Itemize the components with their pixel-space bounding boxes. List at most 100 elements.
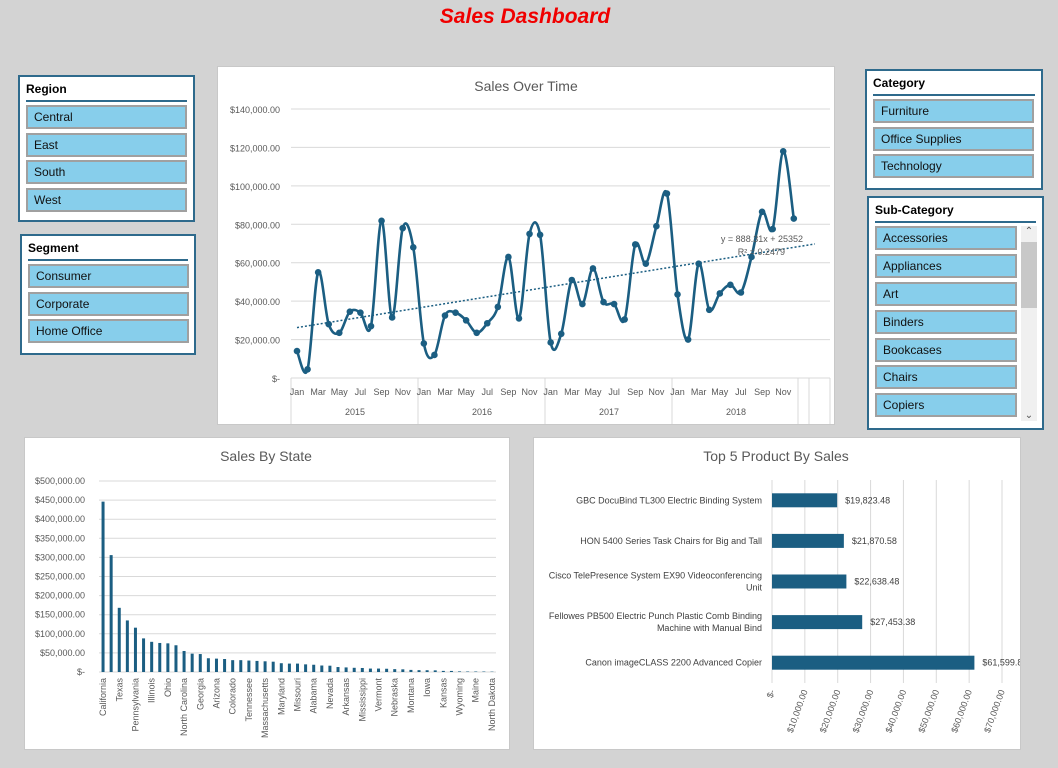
data-point (684, 336, 692, 343)
month-label: Nov (522, 387, 539, 397)
y-tick-label: $120,000.00 (230, 143, 280, 153)
month-label: Jan (290, 387, 305, 397)
data-label: $22,638.48 (854, 577, 899, 587)
slicer-item-bookcases[interactable]: Bookcases (875, 338, 1017, 362)
scrollbar[interactable]: ⌃ ⌄ (1021, 226, 1037, 421)
data-point (335, 329, 343, 337)
slicer-item-appliances[interactable]: Appliances (875, 254, 1017, 278)
slicer-item-home-office[interactable]: Home Office (28, 319, 189, 343)
divider (26, 100, 187, 102)
state-bar (449, 670, 453, 672)
dashboard-title: Sales Dashboard (439, 5, 611, 28)
category-slicer-title: Category (873, 76, 926, 90)
month-label: Jul (735, 387, 747, 397)
slicer-item-office-supplies[interactable]: Office Supplies (873, 127, 1034, 151)
data-point (536, 231, 544, 239)
trendline (296, 243, 816, 329)
slicer-item-east[interactable]: East (26, 133, 187, 157)
chart-title: Top 5 Product By Sales (703, 448, 849, 464)
product-label: GBC DocuBind TL300 Electric Binding Syst… (576, 495, 762, 505)
y-tick-label: $50,000.00 (40, 648, 85, 658)
month-label: Sep (500, 387, 516, 397)
data-point (409, 244, 417, 251)
product-label: Cisco TelePresence System EX90 Videoconf… (549, 571, 762, 581)
sales-by-state-chart: Sales By State $- $50,000.00 $100,000.00 $1… (24, 437, 510, 750)
state-bar (425, 670, 429, 672)
state-label: Arkansas (341, 678, 351, 716)
state-bar (458, 671, 462, 672)
month-label: Jan (543, 387, 558, 397)
sales-over-time-chart: Sales Over Time $- $20,000.00 $40,000.00 $6… (217, 66, 835, 425)
year-label: 2015 (345, 407, 365, 417)
month-label: Nov (775, 387, 792, 397)
data-point (579, 300, 586, 308)
state-label: Maine (471, 678, 481, 703)
data-point (314, 269, 322, 276)
state-bar (360, 667, 364, 672)
data-label: $27,453.38 (870, 617, 915, 627)
state-bar (158, 642, 162, 672)
x-tick-label: $50,000.00 (916, 688, 941, 734)
state-bar (441, 670, 445, 672)
state-bar (239, 660, 243, 672)
sales-by-state-svg: Sales By State $- $50,000.00 $100,000.00 $1… (35, 448, 497, 738)
state-bar (377, 668, 381, 672)
slicer-item-consumer[interactable]: Consumer (28, 264, 189, 288)
slicer-item-west[interactable]: West (26, 188, 187, 212)
slicer-item-south[interactable]: South (26, 160, 187, 184)
slicer-item-art[interactable]: Art (875, 282, 1017, 306)
data-point (505, 253, 512, 261)
state-bar (142, 638, 146, 672)
chevron-down-icon[interactable]: ⌄ (1024, 410, 1034, 421)
month-label: Jan (670, 387, 685, 397)
state-bar (223, 659, 227, 672)
slicer-item-central[interactable]: Central (26, 105, 187, 129)
scrollbar-thumb[interactable] (1021, 242, 1037, 308)
state-bar (166, 643, 170, 672)
data-label: $19,823.48 (845, 495, 890, 505)
x-tick-label: $- (765, 688, 777, 699)
state-bar (393, 669, 397, 672)
slicer-item-furniture[interactable]: Furniture (873, 99, 1034, 123)
trendline-equation: y = 888.31x + 25352 (721, 234, 803, 244)
slicer-item-chairs[interactable]: Chairs (875, 365, 1017, 389)
slicer-item-binders[interactable]: Binders (875, 310, 1017, 334)
data-point (716, 290, 724, 297)
state-label: Pennsylvania (130, 678, 140, 732)
data-point (568, 276, 576, 284)
data-point (631, 241, 639, 248)
data-point (779, 147, 787, 155)
y-tick-label: $150,000.00 (35, 610, 85, 620)
data-point (610, 300, 618, 308)
trendline-r-squared: R² = 0.2479 (738, 247, 785, 257)
x-tick-label: $20,000.00 (818, 688, 843, 734)
segment-slicer-title: Segment (28, 241, 79, 255)
slicer-item-corporate[interactable]: Corporate (28, 292, 189, 316)
data-point (748, 253, 755, 261)
state-bar (336, 667, 340, 672)
state-bar (190, 653, 194, 672)
slicer-item-accessories[interactable]: Accessories (875, 226, 1017, 250)
data-point (758, 208, 766, 216)
slicer-item-technology[interactable]: Technology (873, 154, 1034, 178)
data-point (388, 314, 396, 321)
data-point (737, 289, 745, 296)
state-label: Iowa (422, 678, 432, 697)
state-label: North Dakota (487, 678, 497, 731)
state-bar (263, 661, 267, 672)
state-bar (206, 658, 210, 672)
y-tick-label: $- (77, 667, 85, 677)
slicer-item-copiers[interactable]: Copiers (875, 393, 1017, 417)
divider (873, 94, 1035, 96)
year-label: 2017 (599, 407, 619, 417)
state-bar (182, 650, 186, 672)
y-tick-label: $300,000.00 (35, 552, 85, 562)
y-tick-label: $100,000.00 (35, 629, 85, 639)
state-bar (247, 660, 251, 672)
state-bar (198, 654, 202, 672)
chevron-up-icon[interactable]: ⌃ (1024, 226, 1034, 237)
top-products-svg: Top 5 Product By Sales $- $10,000.00 $20,0… (549, 448, 1028, 734)
data-point (547, 339, 554, 346)
state-bar (433, 670, 437, 672)
sales-over-time-svg: Sales Over Time $- $20,000.00 $40,000.00 $6… (230, 78, 831, 424)
